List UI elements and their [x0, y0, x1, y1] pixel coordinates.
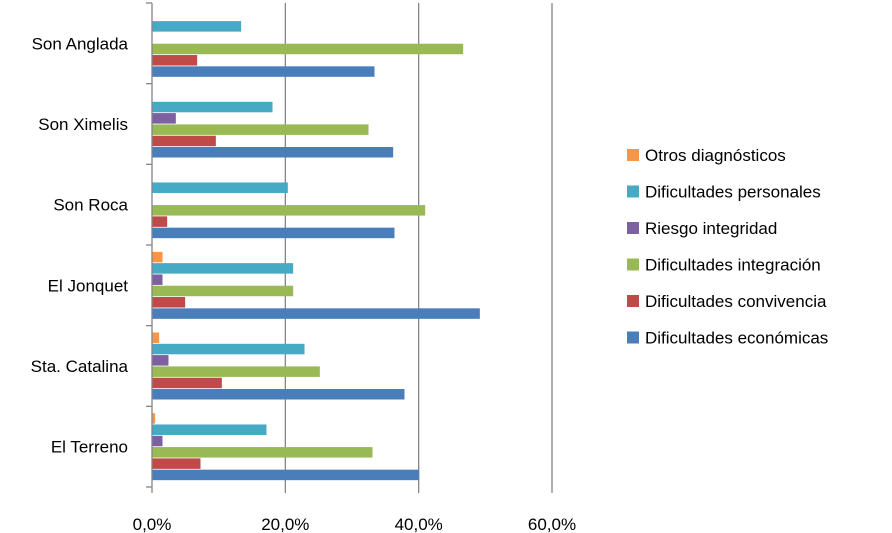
- bar: [152, 216, 168, 227]
- legend-label: Otros diagnósticos: [645, 146, 786, 165]
- bar: [152, 263, 294, 274]
- axes: [146, 2, 553, 493]
- x-tick-label: 60,0%: [528, 515, 576, 533]
- bar: [152, 389, 405, 400]
- legend-swatch: [627, 149, 639, 161]
- x-tick-label: 40,0%: [395, 515, 443, 533]
- legend-label: Dificultades económicas: [645, 329, 828, 348]
- bar: [152, 55, 198, 66]
- bar: [152, 66, 375, 77]
- legend-swatch: [627, 258, 639, 271]
- bar: [152, 469, 420, 481]
- x-tick-label: 0,0%: [133, 515, 172, 533]
- category-label: Son Ximelis: [38, 115, 128, 134]
- legend-label: Dificultades convivencia: [645, 292, 827, 311]
- bar: [152, 355, 169, 366]
- bar: [152, 135, 216, 147]
- bar: [152, 413, 156, 424]
- legend-swatch: [627, 295, 639, 307]
- bar: [152, 377, 222, 389]
- category-label: Son Anglada: [32, 34, 129, 53]
- gridlines: [284, 3, 553, 487]
- x-tick-label: 20,0%: [261, 515, 309, 533]
- x-tick-labels: 0,0% 20,0% 40,0% 60,0%: [133, 515, 576, 533]
- category-label: Son Roca: [53, 196, 128, 215]
- legend: Otros diagnósticos Dificultades personale…: [627, 146, 828, 348]
- bar: [152, 447, 373, 458]
- category-label: El Jonquet: [48, 276, 129, 295]
- bar: [152, 435, 163, 447]
- bar: [152, 227, 395, 239]
- legend-swatch: [627, 331, 639, 344]
- legend-label: Riesgo integridad: [645, 219, 777, 238]
- bar: [152, 274, 163, 285]
- bar: [152, 308, 480, 319]
- bar: [152, 147, 394, 158]
- category-labels: El Terreno Sta. Catalina El Jonquet Son Roc…: [31, 34, 129, 456]
- bar: [152, 332, 160, 343]
- bar: [152, 205, 426, 216]
- bar: [152, 424, 267, 435]
- category-label: El Terreno: [51, 438, 128, 457]
- bar: [152, 101, 273, 113]
- bar: [152, 113, 176, 124]
- legend-swatch: [627, 185, 639, 198]
- legend-label: Dificultades personales: [645, 183, 821, 202]
- bar: [152, 251, 163, 263]
- category-label: Sta. Catalina: [31, 357, 129, 376]
- bar: [152, 21, 242, 32]
- bar: [152, 124, 369, 135]
- bar: [152, 458, 201, 469]
- legend-label: Dificultades integración: [645, 256, 821, 275]
- bar: [152, 43, 464, 55]
- legend-swatch: [627, 222, 639, 234]
- bar: [152, 297, 186, 308]
- bar: [152, 182, 288, 193]
- bar: [152, 366, 320, 377]
- bars: [152, 21, 480, 481]
- bar: [152, 343, 305, 355]
- bar: [152, 285, 294, 297]
